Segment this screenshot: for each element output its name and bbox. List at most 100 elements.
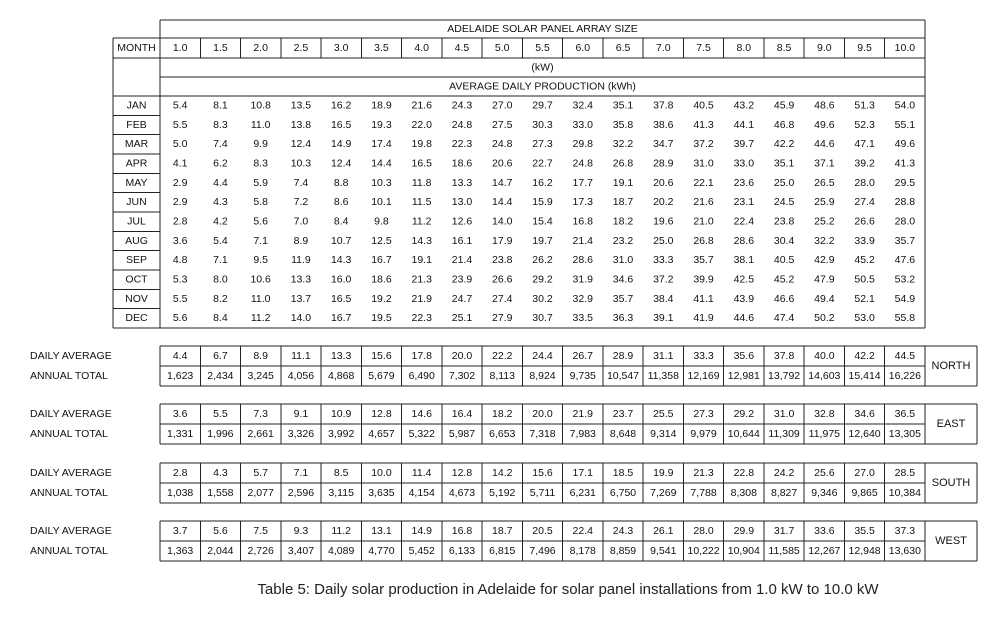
annual-total: 4,868	[328, 370, 354, 382]
cell-value: 16.1	[452, 235, 473, 247]
cell-value: 51.3	[854, 99, 875, 111]
size-header: 10.0	[895, 42, 916, 54]
annual-total: 8,648	[610, 428, 636, 440]
cell-value: 10.7	[331, 235, 352, 247]
size-header: 6.5	[616, 42, 631, 54]
cell-value: 37.2	[653, 273, 674, 285]
daily-average: 4.4	[173, 350, 188, 362]
annual-total: 15,414	[849, 370, 881, 382]
annual-total: 2,596	[288, 487, 314, 499]
cell-value: 27.3	[532, 138, 553, 150]
cell-value: 7.0	[294, 215, 309, 227]
daily-average: 20.5	[532, 525, 553, 537]
cell-value: 9.9	[253, 138, 268, 150]
cell-value: 11.9	[291, 254, 311, 266]
daily-average: 9.3	[294, 525, 309, 537]
cell-value: 15.9	[532, 196, 553, 208]
annual-total: 7,269	[650, 487, 676, 499]
cell-value: 39.1	[653, 312, 674, 324]
cell-value: 13.8	[291, 119, 312, 131]
annual-total: 10,644	[728, 428, 760, 440]
daily-average: 29.9	[734, 525, 755, 537]
cell-value: 21.0	[693, 215, 714, 227]
annual-total: 13,792	[768, 370, 800, 382]
cell-value: 11.2	[412, 215, 432, 227]
cell-value: 10.8	[250, 99, 271, 111]
month-label: APR	[126, 157, 148, 169]
cell-value: 26.5	[814, 177, 835, 189]
daily-average: 10.0	[371, 467, 392, 479]
cell-value: 8.3	[213, 119, 228, 131]
annual-total: 3,635	[368, 487, 394, 499]
annual-total: 1,038	[167, 487, 193, 499]
cell-value: 33.9	[854, 235, 875, 247]
cell-value: 8.3	[253, 157, 268, 169]
cell-value: 37.1	[814, 157, 835, 169]
cell-value: 25.2	[814, 215, 835, 227]
cell-value: 36.3	[613, 312, 634, 324]
row-label: ANNUAL TOTAL	[30, 428, 108, 440]
annual-total: 6,133	[449, 545, 475, 557]
cell-value: 27.4	[492, 293, 513, 305]
cell-value: 5.3	[173, 273, 188, 285]
annual-total: 4,089	[328, 545, 354, 557]
cell-value: 7.1	[253, 235, 268, 247]
cell-value: 29.8	[573, 138, 594, 150]
size-header: 3.0	[334, 42, 349, 54]
annual-total: 9,346	[811, 487, 837, 499]
cell-value: 8.1	[213, 99, 228, 111]
cell-value: 41.1	[693, 293, 714, 305]
daily-average: 14.6	[411, 408, 432, 420]
cell-value: 28.6	[734, 235, 755, 247]
cell-value: 25.9	[814, 196, 835, 208]
annual-total: 9,314	[650, 428, 676, 440]
size-header: 4.5	[455, 42, 470, 54]
cell-value: 8.4	[334, 215, 349, 227]
cell-value: 30.2	[532, 293, 553, 305]
cell-value: 5.4	[213, 235, 228, 247]
cell-value: 7.4	[213, 138, 228, 150]
cell-value: 23.9	[452, 273, 473, 285]
daily-average: 27.3	[693, 408, 714, 420]
cell-value: 14.4	[371, 157, 392, 169]
daily-average: 35.5	[854, 525, 875, 537]
daily-average: 8.5	[334, 467, 349, 479]
cell-value: 7.1	[213, 254, 228, 266]
annual-total: 11,585	[768, 545, 799, 557]
daily-average: 16.8	[452, 525, 473, 537]
cell-value: 33.3	[653, 254, 674, 266]
cell-value: 4.8	[173, 254, 188, 266]
daily-average: 4.3	[213, 467, 228, 479]
cell-value: 47.4	[774, 312, 795, 324]
direction-label: EAST	[937, 418, 966, 430]
cell-value: 40.5	[693, 99, 714, 111]
cell-value: 35.1	[613, 99, 634, 111]
annual-total: 9,735	[570, 370, 596, 382]
cell-value: 14.0	[492, 215, 513, 227]
daily-average: 14.9	[411, 525, 432, 537]
annual-total: 1,558	[207, 487, 233, 499]
cell-value: 32.2	[814, 235, 835, 247]
daily-average: 31.0	[774, 408, 795, 420]
cell-value: 28.8	[895, 196, 916, 208]
cell-value: 10.6	[250, 273, 271, 285]
cell-value: 38.4	[653, 293, 674, 305]
cell-value: 35.8	[613, 119, 634, 131]
daily-average: 18.2	[492, 408, 513, 420]
daily-average: 36.5	[895, 408, 916, 420]
cell-value: 8.0	[213, 273, 228, 285]
row-label: DAILY AVERAGE	[30, 467, 112, 479]
cell-value: 24.5	[774, 196, 795, 208]
cell-value: 35.1	[774, 157, 795, 169]
cell-value: 33.5	[573, 312, 594, 324]
cell-value: 42.2	[774, 138, 795, 150]
size-header: 7.0	[656, 42, 671, 54]
cell-value: 8.9	[294, 235, 309, 247]
size-header: 2.5	[294, 42, 309, 54]
cell-value: 27.5	[492, 119, 513, 131]
annual-total: 6,490	[409, 370, 435, 382]
cell-value: 38.1	[734, 254, 755, 266]
daily-average: 6.7	[213, 350, 228, 362]
annual-total: 2,077	[248, 487, 274, 499]
annual-total: 12,169	[687, 370, 719, 382]
